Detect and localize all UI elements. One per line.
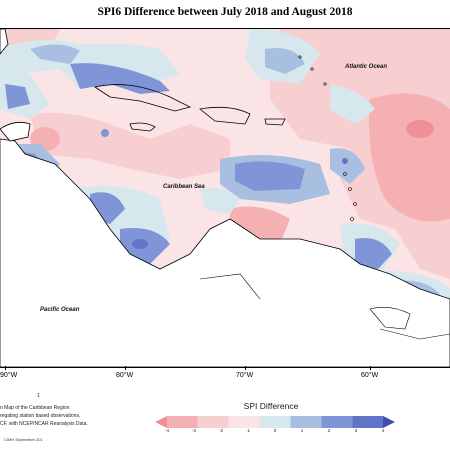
- wet-spot-cayman: [101, 129, 109, 137]
- island-dot: [298, 55, 302, 59]
- legend-tick-label: 1: [300, 428, 304, 433]
- legend-colorbar: [155, 416, 395, 428]
- island-puerto-rico: [264, 118, 286, 126]
- wet-area-trinidad: [355, 238, 392, 269]
- landmass-yucatan: [0, 121, 31, 142]
- label-caribbean-sea: Caribbean Sea: [163, 184, 205, 190]
- legend-swatch: [259, 416, 291, 428]
- legend-tick-label: -2: [218, 428, 223, 433]
- label-atlantic-ocean: Atlantic Ocean: [345, 64, 388, 70]
- landmass-central-south-america: [0, 138, 450, 367]
- map-title: SPI6 Difference between July 2018 and Au…: [97, 6, 353, 18]
- spi-map: [0, 29, 450, 367]
- wet-area-lesser-antilles: [330, 148, 365, 184]
- legend-swatch: [197, 416, 229, 428]
- legend-arrow-left: [155, 416, 167, 428]
- note-line-1: n Map of the Caribbean Region: [0, 405, 70, 411]
- island-dot: [310, 67, 314, 71]
- legend-swatch: [167, 416, 198, 428]
- lon-tick-60w: 60°W: [361, 372, 379, 379]
- legend-swatch: [352, 416, 383, 428]
- tick-mark: [125, 366, 126, 370]
- legend-swatch: [228, 416, 260, 428]
- legend-swatch: [290, 416, 322, 428]
- island-dot: [353, 202, 357, 206]
- tick-mark: [370, 366, 371, 370]
- wet-area-cuba: [70, 63, 170, 94]
- lon-tick-90w: 90°W: [0, 372, 18, 379]
- dry-area-caribbean-north: [30, 112, 230, 179]
- legend-tick-label: 2: [327, 428, 331, 433]
- legend-tick-label: -4: [164, 428, 169, 433]
- island-dot: [350, 217, 354, 221]
- island-jamaica: [129, 122, 156, 132]
- wet-area-gulf-mid: [30, 44, 80, 64]
- wet-area-colombia-coast: [200, 187, 240, 214]
- wet-area-atlantic-west: [330, 84, 375, 124]
- island-hispaniola: [199, 106, 251, 125]
- tick-mark: [245, 366, 246, 370]
- legend-title: SPI Difference: [243, 401, 299, 411]
- border-colombia-venezuela: [199, 273, 261, 300]
- island-dot: [348, 187, 352, 191]
- wet-spot-guadeloupe: [342, 158, 348, 164]
- legend-swatch: [321, 416, 353, 428]
- note-marker: 1: [37, 393, 40, 399]
- label-pacific-ocean: Pacific Ocean: [40, 307, 80, 313]
- lon-tick-80w: 80°W: [116, 372, 134, 379]
- wet-area-bahamas-core: [265, 48, 305, 74]
- note-line-2: regating station based observations,: [0, 413, 81, 419]
- wet-area-west-gulf-core: [5, 84, 30, 109]
- lon-tick-70w: 70°W: [236, 372, 254, 379]
- dry-area-atlantic: [270, 29, 450, 279]
- tick-mark: [5, 366, 6, 370]
- legend-tick-label: -3: [191, 428, 196, 433]
- island-dot: [343, 172, 347, 176]
- map-panel: Atlantic Ocean Caribbean Sea Pacific Oce…: [0, 28, 450, 368]
- legend-tick-label: 3: [354, 428, 358, 433]
- legend-tick-label: 4: [381, 428, 385, 433]
- border-guyana: [369, 307, 411, 330]
- legend-tick-label: -1: [245, 428, 250, 433]
- island-dot: [323, 82, 327, 86]
- credit-text: CIMH September 201: [4, 437, 43, 442]
- island-cuba: [94, 84, 192, 112]
- dry-peak-atlantic: [406, 120, 434, 138]
- wet-core-panama: [132, 239, 148, 249]
- legend-tick-label: 0: [273, 428, 277, 433]
- note-line-3: CF, with NCEP/NCAR Reanalysis Data.: [0, 421, 88, 427]
- landmass-florida-edge: [0, 29, 9, 55]
- wet-area-central-caribbean-core: [235, 161, 305, 191]
- border-brazil: [379, 328, 450, 340]
- legend-arrow-right: [383, 416, 395, 428]
